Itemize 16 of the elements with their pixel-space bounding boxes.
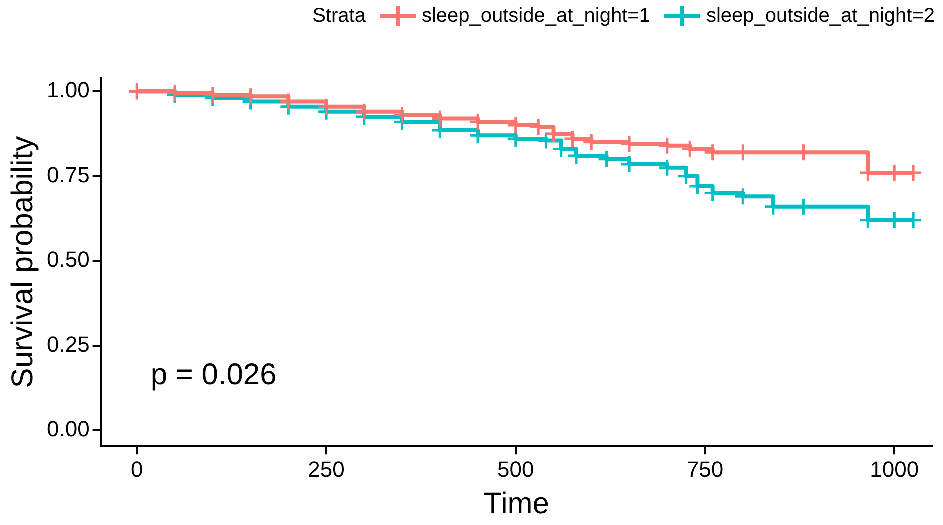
x-tick-label: 1000 [870, 456, 920, 482]
x-tick-label: 500 [498, 456, 534, 482]
x-tick-label: 0 [131, 456, 144, 482]
legend-label: sleep_outside_at_night=1 [422, 4, 650, 28]
y-axis-title: Survival probability [6, 136, 40, 388]
annotation: p = 0.026 [150, 358, 277, 392]
legend-title: Strata [312, 4, 366, 28]
y-tick-label: 1.00 [46, 78, 90, 103]
y-tick-label: 0.50 [46, 247, 90, 272]
y-tick-label: 0.75 [46, 162, 90, 188]
legend-label: sleep_outside_at_night=2 [706, 4, 935, 28]
x-axis-title: Time [484, 487, 550, 520]
x-tick-label: 750 [686, 456, 724, 482]
y-tick-label: 0.25 [46, 332, 90, 357]
x-tick-label: 250 [308, 456, 345, 482]
y-tick-label: 0.00 [46, 416, 90, 442]
